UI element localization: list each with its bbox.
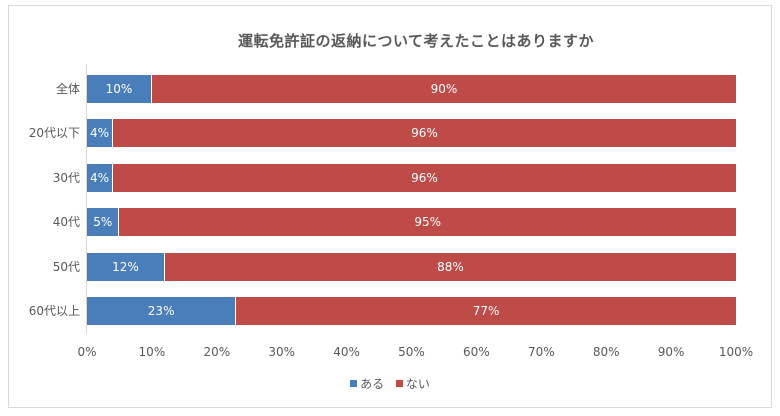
legend-item-aru: ある xyxy=(350,375,384,392)
legend-swatch-blue-icon xyxy=(350,380,358,387)
data-label: 77% xyxy=(472,304,500,318)
x-tick-label: 90% xyxy=(657,345,685,359)
chart-frame xyxy=(8,5,772,408)
x-tick-label: 10% xyxy=(138,345,166,359)
chart-title: 運転免許証の返納について考えたことはありますか xyxy=(237,32,595,50)
data-label: 23% xyxy=(147,304,175,318)
category-label: 60代以上 xyxy=(28,304,80,318)
data-label: 10% xyxy=(105,82,133,96)
x-tick-label: 20% xyxy=(203,345,231,359)
bar-segment: 95% xyxy=(119,208,736,237)
bar-segment: 77% xyxy=(236,297,736,325)
legend-label: ある xyxy=(360,377,385,391)
data-label: 90% xyxy=(430,82,458,96)
legend-swatch-red-icon xyxy=(395,380,403,387)
category-label: 50代 xyxy=(52,259,80,274)
data-label: 5% xyxy=(93,215,113,230)
bar-segment: 96% xyxy=(112,163,736,192)
bar-segment: 4% xyxy=(87,119,113,148)
data-label: 95% xyxy=(414,215,442,230)
bar-segment: 88% xyxy=(164,252,736,281)
bar-segment: 96% xyxy=(112,119,736,148)
x-tick-label: 30% xyxy=(268,345,296,359)
bar-segment: 5% xyxy=(87,208,120,237)
data-label: 96% xyxy=(411,126,438,141)
bar-segment: 23% xyxy=(87,297,237,325)
data-label: 88% xyxy=(437,259,464,274)
x-tick-label: 70% xyxy=(527,345,555,359)
data-label: 4% xyxy=(89,126,109,141)
y-axis-line xyxy=(86,64,87,334)
x-tick-label: 50% xyxy=(398,345,425,359)
legend-item-nai: ない xyxy=(395,375,430,392)
category-label: 20代以下 xyxy=(28,126,80,141)
category-label: 30代 xyxy=(52,170,80,185)
data-label: 12% xyxy=(112,259,139,274)
x-tick-label: 100% xyxy=(718,345,754,359)
x-tick-label: 60% xyxy=(463,345,490,359)
legend: ある ない xyxy=(0,375,780,392)
category-label: 40代 xyxy=(52,215,80,230)
x-tick-label: 80% xyxy=(592,345,620,359)
x-tick-label: 40% xyxy=(333,345,360,359)
bar-segment: 12% xyxy=(87,252,165,281)
data-label: 96% xyxy=(411,170,438,185)
x-tick-label: 0% xyxy=(77,345,97,359)
legend-label: ない xyxy=(405,377,430,391)
data-label: 4% xyxy=(89,170,109,185)
bar-segment: 4% xyxy=(87,163,113,192)
bar-segment: 10% xyxy=(87,75,152,103)
bar-segment: 90% xyxy=(151,75,736,103)
category-label: 全体 xyxy=(55,82,80,96)
